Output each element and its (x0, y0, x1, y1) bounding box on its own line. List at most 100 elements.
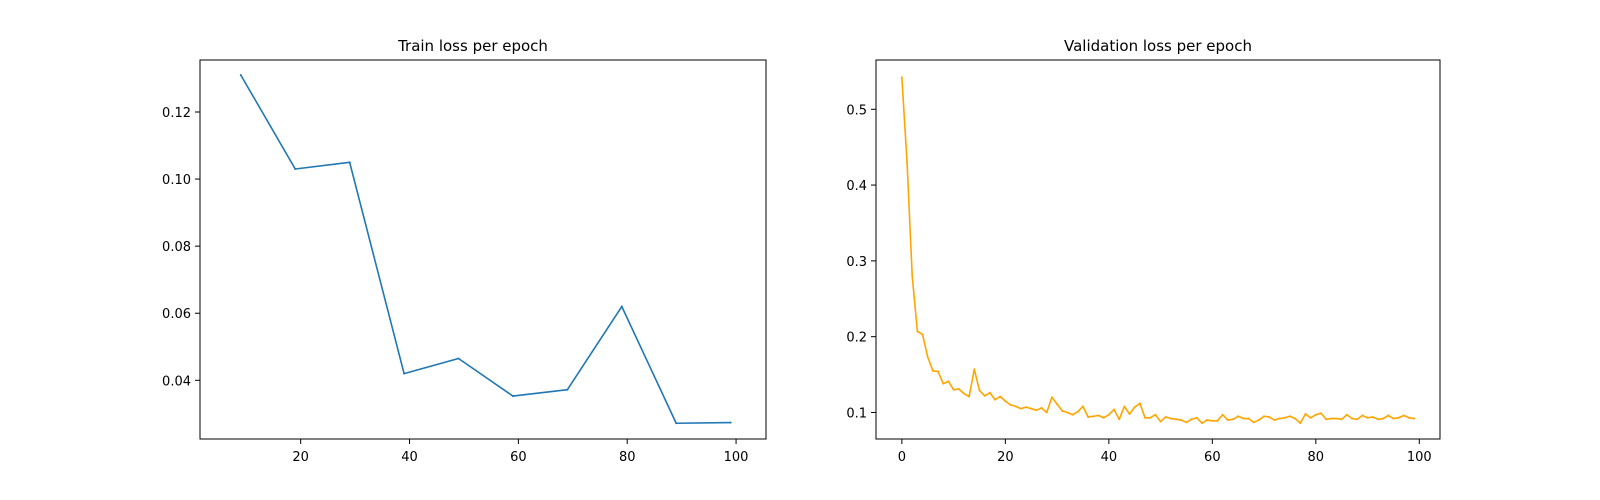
validation-data-point (1159, 420, 1162, 423)
validation-x-tick-label: 60 (1204, 450, 1221, 465)
validation-data-point (962, 392, 965, 395)
validation-data-point (978, 389, 981, 392)
validation-loss-line (901, 76, 1415, 424)
validation-data-point (1061, 409, 1064, 412)
train-data-point (348, 161, 351, 164)
validation-data-point (1138, 402, 1141, 405)
validation-data-point (1128, 412, 1131, 415)
validation-data-point (973, 368, 976, 371)
train-chart-title: Train loss per epoch (397, 37, 548, 55)
validation-data-point (1216, 419, 1219, 422)
validation-data-point (1288, 415, 1291, 418)
validation-data-point (1154, 413, 1157, 416)
validation-data-point (1009, 403, 1012, 406)
validation-data-point (1340, 418, 1343, 421)
validation-data-point (1356, 418, 1359, 421)
validation-loss-chart: Validation loss per epoch 0 20 40 60 80 100 0… (846, 37, 1441, 465)
validation-data-point (1107, 413, 1110, 416)
validation-data-point (1164, 416, 1167, 419)
validation-data-point (1252, 421, 1255, 424)
validation-data-point (926, 356, 929, 359)
validation-data-point (1066, 411, 1069, 414)
validation-data-point (947, 380, 950, 383)
validation-y-tick-label: 0.1 (846, 406, 867, 421)
validation-data-point (1081, 405, 1084, 408)
train-axes-frame (199, 59, 767, 440)
validation-data-point (921, 333, 924, 336)
validation-data-point (1309, 416, 1312, 419)
validation-data-point (1325, 418, 1328, 421)
validation-data-point (1149, 416, 1152, 419)
validation-data-point (1294, 417, 1297, 420)
validation-y-axis: 0.1 0.2 0.3 0.4 0.5 (846, 103, 876, 421)
train-y-tick-label: 0.10 (162, 173, 191, 188)
validation-data-point (1366, 416, 1369, 419)
validation-data-point (1144, 416, 1147, 419)
train-data-point (566, 388, 569, 391)
validation-x-tick-label: 80 (1308, 450, 1325, 465)
validation-data-point (1392, 417, 1395, 420)
validation-data-point (1169, 417, 1172, 420)
validation-y-tick-label: 0.4 (846, 179, 867, 194)
validation-data-point (1351, 417, 1354, 420)
validation-data-point (1335, 417, 1338, 420)
validation-data-point (1040, 406, 1043, 409)
validation-y-tick-label: 0.3 (846, 255, 867, 270)
validation-data-point (1413, 417, 1416, 420)
validation-data-point (1206, 419, 1209, 422)
validation-data-point (1030, 407, 1033, 410)
train-data-point (239, 74, 242, 77)
validation-data-point (1237, 415, 1240, 418)
validation-data-point (1242, 417, 1245, 420)
validation-data-point (999, 395, 1002, 398)
validation-data-point (1087, 416, 1090, 419)
validation-data-point (1319, 412, 1322, 415)
train-x-axis: 20 40 60 80 100 (292, 439, 748, 465)
validation-data-point (911, 275, 914, 278)
validation-data-point (942, 382, 945, 385)
validation-data-point (1226, 419, 1229, 422)
train-data-point (294, 168, 297, 171)
train-x-tick-label: 100 (724, 450, 749, 465)
validation-data-point (1035, 409, 1038, 412)
train-loss-chart: Train loss per epoch 20 40 60 80 100 0.040.0… (162, 37, 767, 465)
validation-data-point (1397, 416, 1400, 419)
validation-data-point (1361, 414, 1364, 417)
validation-y-tick-label: 0.5 (846, 103, 867, 118)
validation-data-point (994, 398, 997, 401)
validation-data-point (1221, 413, 1224, 416)
validation-data-point (1407, 416, 1410, 419)
validation-data-point (968, 395, 971, 398)
validation-data-point (1257, 419, 1260, 422)
validation-data-point (900, 76, 903, 79)
validation-data-point (916, 330, 919, 333)
train-loss-line (240, 74, 732, 425)
validation-data-point (1314, 413, 1317, 416)
validation-data-point (1283, 416, 1286, 419)
train-data-point (729, 421, 732, 424)
validation-data-point (1050, 396, 1053, 399)
validation-data-point (1097, 414, 1100, 417)
validation-data-point (1092, 415, 1095, 418)
train-x-tick-label: 80 (619, 450, 636, 465)
validation-chart-title: Validation loss per epoch (1064, 37, 1252, 55)
validation-x-tick-label: 40 (1101, 450, 1118, 465)
validation-axes-frame (875, 59, 1441, 440)
validation-data-point (1232, 418, 1235, 421)
train-data-point (675, 422, 678, 425)
validation-data-point (1273, 419, 1276, 422)
train-data-point (457, 357, 460, 360)
validation-x-tick-label: 20 (997, 450, 1014, 465)
train-y-tick-label: 0.04 (162, 374, 191, 389)
validation-x-axis: 0 20 40 60 80 100 (898, 439, 1432, 465)
validation-data-point (1113, 408, 1116, 411)
validation-data-point (1211, 419, 1214, 422)
validation-data-point (1387, 414, 1390, 417)
train-y-tick-label: 0.12 (162, 106, 191, 121)
validation-data-point (1076, 410, 1079, 413)
validation-data-point (931, 369, 934, 372)
validation-data-point (983, 394, 986, 397)
validation-data-point (1014, 405, 1017, 408)
train-x-tick-label: 40 (401, 450, 418, 465)
validation-data-point (1382, 417, 1385, 420)
